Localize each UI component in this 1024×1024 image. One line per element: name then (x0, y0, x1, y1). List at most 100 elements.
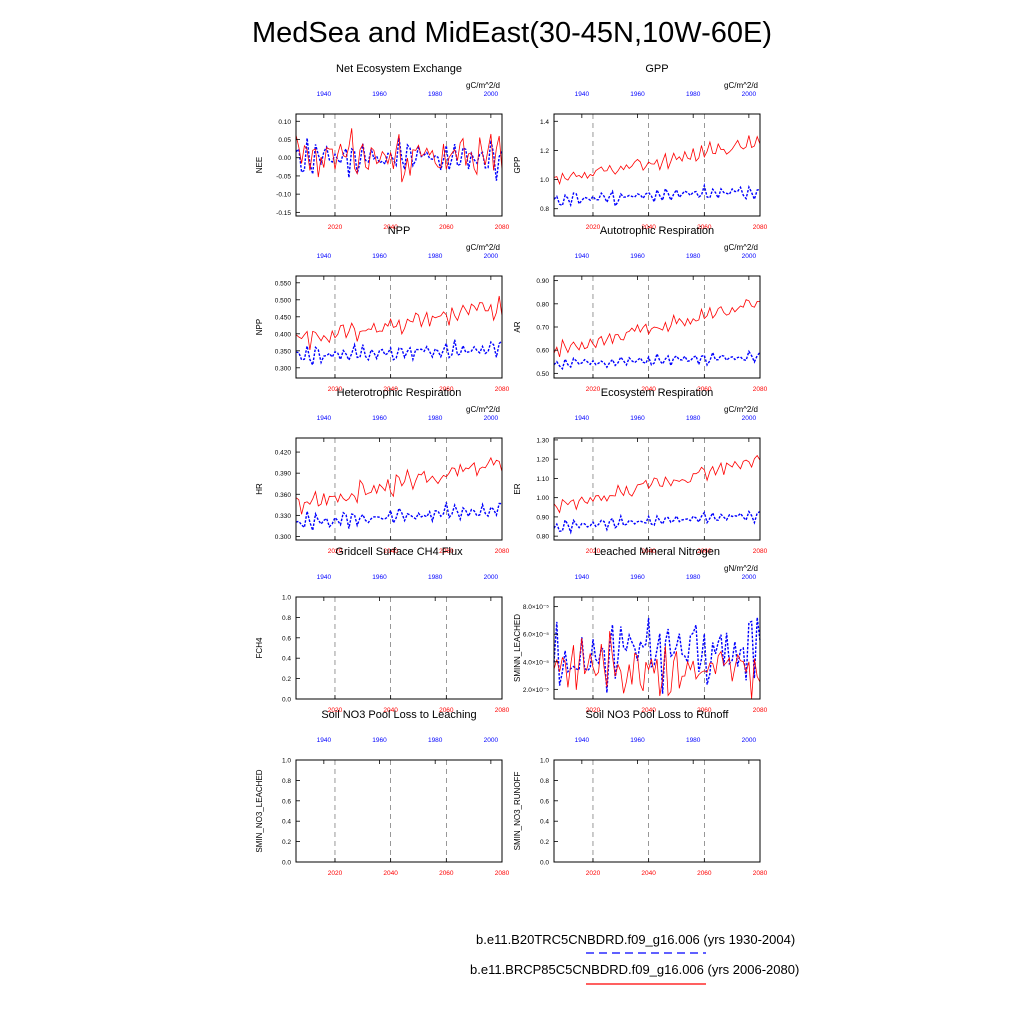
y-tick-label: 0.80 (536, 534, 549, 541)
x-tick-label-top: 1940 (575, 91, 590, 98)
y-tick-label: -0.15 (276, 210, 291, 217)
y-axis-label: ER (513, 483, 522, 494)
y-tick-label: 1.10 (536, 476, 549, 483)
x-tick-label-bottom: 2020 (328, 386, 343, 393)
y-tick-label: 1.30 (536, 437, 549, 444)
plot-frame (295, 113, 503, 217)
x-tick-label-top: 1980 (428, 737, 443, 744)
y-tick-label: 0.500 (275, 297, 292, 304)
x-tick-label-bottom: 2080 (495, 870, 510, 877)
series-historical-line (553, 349, 761, 371)
y-tick-label: 0.2 (540, 839, 549, 846)
panel-units: gC/m^2/d (466, 81, 500, 90)
y-axis-label: NEE (255, 157, 264, 173)
panel-units: gC/m^2/d (724, 243, 758, 252)
y-tick-label: -0.10 (276, 192, 291, 199)
x-tick-label-top: 1940 (317, 91, 332, 98)
x-tick-label-bottom: 2020 (328, 548, 343, 555)
x-tick-label-top: 1960 (372, 253, 387, 260)
x-tick-label-top: 1980 (686, 415, 701, 422)
y-tick-label: 1.00 (536, 495, 549, 502)
y-axis-label: SMIN_NO3_LEACHED (255, 769, 264, 852)
y-tick-label: 1.0 (282, 595, 291, 602)
legend-run2-label: b.e11.BRCP85C5CNBDRD.f09_g16.006 (yrs 20… (470, 962, 800, 977)
x-tick-label-top: 1960 (372, 91, 387, 98)
legend-run1-swatch (586, 952, 706, 954)
series-rcp85-line (553, 135, 761, 186)
y-axis-label: SMIN_NO3_RUNOFF (513, 772, 522, 851)
y-tick-label: 0.400 (275, 331, 292, 338)
y-tick-label: 0.4 (540, 819, 549, 826)
x-tick-label-top: 1940 (575, 574, 590, 581)
y-tick-label: 0.450 (275, 314, 292, 321)
x-tick-label-top: 1940 (317, 574, 332, 581)
x-tick-label-top: 1940 (575, 415, 590, 422)
x-tick-label-top: 1960 (630, 415, 645, 422)
x-tick-label-top: 1940 (575, 253, 590, 260)
y-tick-label: 2.0×10⁻⁵ (523, 687, 549, 694)
figure-title: MedSea and MidEast(30-45N,10W-60E) (252, 17, 772, 49)
x-tick-label-top: 1980 (686, 737, 701, 744)
legend-run1-label: b.e11.B20TRC5CNBDRD.f09_g16.006 (yrs 193… (476, 932, 796, 947)
y-tick-label: 0.390 (275, 471, 292, 478)
y-tick-label: 0.420 (275, 450, 292, 457)
x-tick-label-bottom: 2020 (586, 870, 601, 877)
panel-units: gC/m^2/d (466, 243, 500, 252)
panel-title: Leached Mineral Nitrogen (594, 546, 720, 558)
x-tick-label-bottom: 2080 (495, 548, 510, 555)
y-tick-label: 0.6 (282, 798, 291, 805)
y-tick-label: 0.0 (540, 860, 549, 867)
y-tick-label: 0.10 (278, 119, 291, 126)
x-tick-label-bottom: 2020 (328, 870, 343, 877)
x-tick-label-top: 2000 (742, 91, 757, 98)
x-tick-label-bottom: 2020 (328, 707, 343, 714)
x-tick-label-top: 2000 (484, 91, 499, 98)
x-tick-label-top: 1940 (317, 737, 332, 744)
x-tick-label-top: 1980 (686, 574, 701, 581)
y-tick-label: 1.20 (536, 457, 549, 464)
x-tick-label-bottom: 2040 (641, 870, 656, 877)
y-tick-label: 0.90 (536, 514, 549, 521)
plot-frame (553, 596, 761, 700)
panel-title: Ecosystem Respiration (601, 387, 714, 399)
panel-2: GPP gC/m^2/d 1.4 1.2 1.0 0.8 GPP 2020 2040 2060 20… (513, 63, 768, 231)
y-tick-label: 4.0×10⁻⁵ (523, 659, 549, 666)
y-tick-label: 0.05 (278, 137, 291, 144)
panel-units: gC/m^2/d (466, 405, 500, 414)
panel-title: Net Ecosystem Exchange (336, 63, 462, 75)
x-tick-label-bottom: 2080 (495, 224, 510, 231)
x-tick-label-bottom: 2040 (383, 707, 398, 714)
y-tick-label: 0.6 (282, 635, 291, 642)
x-tick-label-top: 2000 (742, 737, 757, 744)
series-rcp85-line (553, 631, 761, 700)
x-tick-label-bottom: 2040 (641, 707, 656, 714)
panel-6: Ecosystem Respiration gC/m^2/d 1.30 1.20 1.1… (513, 387, 768, 555)
y-tick-label: 0.2 (282, 839, 291, 846)
x-tick-label-top: 2000 (484, 253, 499, 260)
y-tick-label: 0.350 (275, 348, 292, 355)
y-tick-label: 0.8 (282, 615, 291, 622)
series-historical-line (295, 137, 503, 181)
plot-frame (295, 759, 503, 863)
panel-title: NPP (388, 225, 411, 237)
x-tick-label-top: 1960 (372, 574, 387, 581)
x-tick-label-top: 1960 (630, 91, 645, 98)
y-axis-label: FCH4 (255, 637, 264, 658)
y-tick-label: 0.300 (275, 534, 292, 541)
x-tick-label-bottom: 2060 (697, 548, 712, 555)
x-tick-label-top: 1980 (428, 415, 443, 422)
y-tick-label: 0.8 (282, 778, 291, 785)
x-tick-label-top: 1960 (630, 574, 645, 581)
x-tick-label-bottom: 2080 (753, 870, 768, 877)
series-historical-line (553, 510, 761, 535)
y-tick-label: 0.70 (536, 325, 549, 332)
y-tick-label: -0.05 (276, 173, 291, 180)
panel-units: gC/m^2/d (724, 405, 758, 414)
series-rcp85-line (295, 295, 503, 351)
panel-title: Autotrophic Respiration (600, 225, 714, 237)
x-tick-label-top: 1940 (575, 737, 590, 744)
y-tick-label: 0.00 (278, 155, 291, 162)
y-tick-label: 0.90 (536, 278, 549, 285)
series-rcp85-line (295, 128, 503, 183)
